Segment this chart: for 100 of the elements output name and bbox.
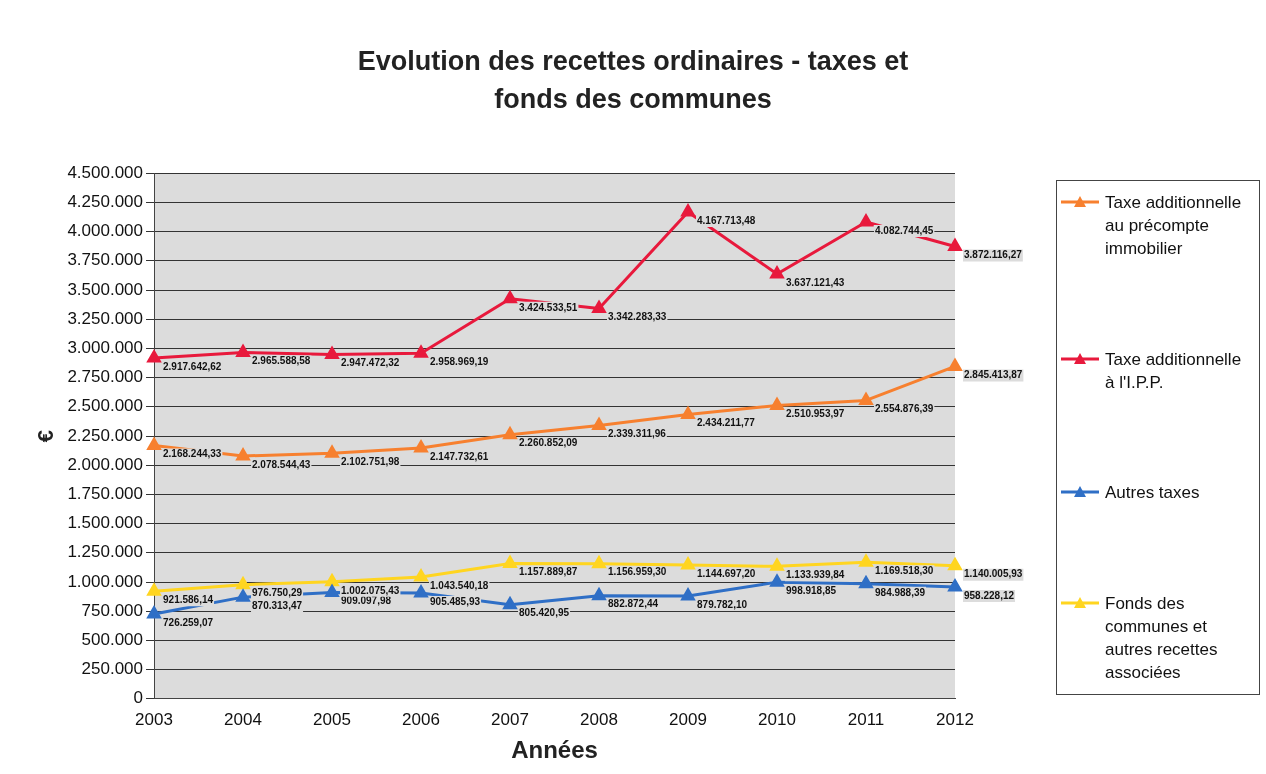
data-label: 921.586,14	[163, 593, 214, 605]
data-label: 3.872.116,27	[964, 249, 1023, 261]
y-tick-label: 3.500.000	[67, 279, 144, 299]
point	[770, 574, 784, 587]
data-label: 2.917.642,62	[163, 360, 222, 372]
y-tick-label: 4.000.000	[67, 221, 144, 241]
data-label: 882.872,44	[608, 598, 659, 610]
y-tick-label: 500.000	[81, 630, 144, 650]
legend-label: Taxe additionnelle au précompte immobilier	[1105, 192, 1243, 260]
point	[325, 445, 339, 458]
point	[325, 347, 339, 360]
data-label: 909.097,98	[341, 595, 392, 607]
x-tick-label: 2007	[491, 709, 529, 729]
data-label: 2.554.876,39	[875, 403, 934, 415]
x-tick-label: 2003	[135, 709, 173, 729]
x-tick-label: 2005	[313, 709, 351, 729]
point	[948, 358, 962, 371]
data-label: 976.750,29	[252, 587, 303, 599]
point	[592, 588, 606, 601]
data-label: 2.339.311,96	[608, 428, 667, 440]
data-label: 3.637.121,43	[786, 276, 845, 288]
data-label: 1.133.939,84	[786, 569, 845, 581]
y-tick-label: 3.250.000	[67, 308, 144, 328]
point	[948, 239, 962, 252]
point	[325, 574, 339, 587]
point	[948, 558, 962, 571]
data-label: 726.259,07	[163, 616, 214, 628]
point	[503, 427, 517, 440]
chart-title: Evolution des recettes ordinaires - taxes et fonds des communes	[356, 45, 910, 116]
point	[236, 589, 250, 602]
data-label: 2.965.588,58	[252, 355, 311, 367]
x-tick-label: 2006	[402, 709, 440, 729]
point	[236, 344, 250, 357]
x-tick-label: 2012	[936, 709, 974, 729]
data-label: 870.313,47	[252, 599, 303, 611]
legend-label: Fonds des communes et autres recettes associées	[1105, 592, 1219, 684]
data-label: 879.782,10	[697, 598, 748, 610]
data-label: 2.102.751,98	[341, 455, 400, 467]
point	[414, 585, 428, 598]
x-tick-label: 2008	[580, 709, 618, 729]
y-tick-label: 2.000.000	[67, 454, 144, 474]
data-label: 2.260.852,09	[519, 437, 578, 449]
y-tick-label: 0	[133, 688, 144, 708]
point	[770, 266, 784, 279]
data-label: 958.228,12	[964, 589, 1015, 601]
data-label: 2.947.472,32	[341, 357, 400, 369]
point	[681, 588, 695, 601]
point	[681, 204, 695, 217]
x-axis-title: Années	[511, 736, 598, 764]
point	[503, 291, 517, 304]
x-tick-label: 2010	[758, 709, 796, 729]
data-label: 984.988,39	[875, 586, 926, 598]
data-label: 905.485,93	[430, 595, 481, 607]
data-label: 1.144.697,20	[697, 567, 756, 579]
point	[681, 406, 695, 419]
point	[859, 392, 873, 405]
point	[770, 398, 784, 411]
point	[414, 569, 428, 582]
data-label: 1.169.518,30	[875, 564, 934, 576]
y-tick-label: 3.000.000	[67, 338, 144, 358]
data-label: 1.140.005,93	[964, 568, 1023, 580]
point	[414, 440, 428, 453]
data-label: 1.002.075,43	[341, 584, 400, 596]
y-tick-label: 1.500.000	[67, 513, 144, 533]
data-label: 4.082.744,45	[875, 224, 934, 236]
x-tick-label: 2009	[669, 709, 707, 729]
data-label: 1.156.959,30	[608, 566, 667, 578]
point	[770, 558, 784, 571]
data-label: 2.434.211,77	[697, 417, 756, 429]
point	[948, 579, 962, 592]
y-tick-label: 4.250.000	[67, 192, 144, 212]
point	[681, 557, 695, 570]
y-tick-label: 2.500.000	[67, 396, 144, 416]
data-label: 998.918,85	[786, 584, 837, 596]
legend-label: Taxe additionnelle à l'I.P.P.	[1105, 348, 1243, 394]
point	[592, 300, 606, 313]
y-tick-label: 4.500.000	[67, 162, 144, 182]
y-tick-label: 3.750.000	[67, 250, 144, 270]
point	[859, 576, 873, 589]
data-label: 1.043.540,18	[430, 579, 489, 591]
y-tick-label: 2.250.000	[67, 425, 144, 445]
y-axis-title: €	[33, 429, 59, 443]
data-label: 2.078.544,43	[252, 458, 311, 470]
point	[859, 554, 873, 567]
data-label: 4.167.713,48	[697, 214, 756, 226]
y-tick-label: 2.750.000	[67, 367, 144, 387]
data-label: 2.168.244,33	[163, 448, 222, 460]
data-label: 2.845.413,87	[964, 369, 1023, 381]
point	[236, 448, 250, 461]
point	[859, 214, 873, 227]
y-tick-label: 1.000.000	[67, 571, 144, 591]
legend-label: Autres taxes	[1105, 482, 1200, 505]
point	[236, 577, 250, 590]
y-tick-label: 1.250.000	[67, 542, 144, 562]
point	[592, 556, 606, 569]
x-tick-label: 2011	[847, 709, 885, 729]
data-label: 3.424.533,51	[519, 301, 578, 313]
data-label: 3.342.283,33	[608, 311, 667, 323]
point	[592, 418, 606, 431]
point	[503, 556, 517, 569]
